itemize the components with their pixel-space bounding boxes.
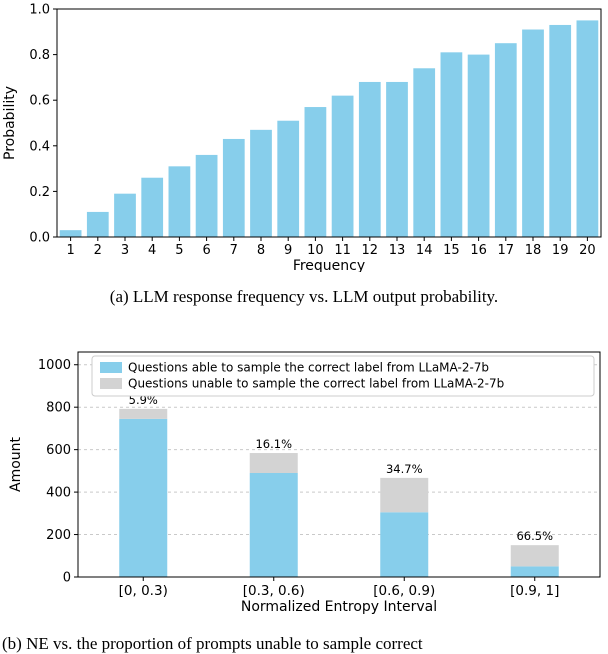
bar-percentage-label: 16.1% [255,437,292,451]
y-tick-label: 1.0 [29,3,50,18]
caption-a: (a) LLM response frequency vs. LLM outpu… [109,287,499,306]
y-tick-label: 0.8 [29,48,50,63]
y-tick-label: 0.2 [29,185,50,200]
probability-bar [549,24,572,238]
probability-bar [413,68,436,237]
stacked-bar-segment [510,566,559,577]
probability-bar [277,120,300,237]
probability-bar [222,138,245,237]
stacked-bar-segment [249,453,298,473]
y-tick-label: 800 [46,401,71,416]
x-tick-label: [0.6, 0.9) [373,583,435,599]
probability-bar [114,193,136,237]
legend-swatch [100,378,122,389]
x-axis-label: Normalized Entropy Interval [241,599,437,615]
x-tick-label: 7 [230,243,238,258]
x-axis-label: Frequency [293,258,365,272]
y-tick-label: 0.6 [29,94,50,109]
probability-bar [494,43,517,238]
x-tick-label: 16 [470,243,487,258]
x-tick-label: 4 [148,243,156,258]
probability-bar [168,166,191,237]
probability-bar [467,54,490,237]
x-tick-label: 13 [389,243,406,258]
x-tick-label: [0.3, 0.6) [243,583,305,599]
plot-frame [77,351,601,578]
stacked-bar-segment [510,545,559,567]
bar-percentage-label: 66.5% [516,529,553,543]
x-tick-label: 3 [121,243,129,258]
probability-bar [386,81,408,238]
y-tick-label: 0.0 [29,231,50,246]
y-tick-label: 0.4 [29,139,50,154]
probability-bar [304,107,327,237]
probability-bar [331,95,354,237]
entropy-amount-stacked-bar-chart: 5.9%[0, 0.3)16.1%[0.3, 0.6)34.7%[0.6, 0.… [8,351,601,615]
x-tick-label: 19 [552,243,569,258]
stacked-bar-segment [119,408,168,419]
x-tick-label: 15 [443,243,460,258]
x-tick-label: [0, 0.3) [119,583,168,599]
x-tick-label: 17 [498,243,515,258]
y-axis-label: Probability [2,86,18,160]
x-tick-label: 1 [66,243,74,258]
x-tick-label: 8 [257,243,265,258]
legend-swatch [100,362,122,373]
plot-frame [56,8,602,238]
y-axis-label: Amount [8,436,24,492]
x-tick-label: 2 [94,243,102,258]
probability-bar [358,81,381,238]
x-tick-label: 12 [362,243,379,258]
x-tick-label: [0.9, 1] [510,583,559,599]
x-tick-label: 6 [202,243,210,258]
caption-b: (b) NE vs. the proportion of prompts una… [2,634,423,653]
probability-bar [576,20,599,238]
probability-bar [250,129,272,237]
x-tick-label: 14 [416,243,433,258]
bar-percentage-label: 34.7% [386,462,423,476]
probability-bar [195,154,218,237]
x-tick-label: 9 [284,243,292,258]
probability-bar [59,230,82,237]
stacked-bar-segment [380,477,429,513]
legend-label: Questions able to sample the correct lab… [128,361,489,375]
y-tick-label: 200 [46,528,71,543]
legend-label: Questions unable to sample the correct l… [128,377,504,391]
stacked-bar-segment [119,418,168,577]
y-tick-label: 1000 [38,358,71,373]
x-tick-label: 5 [175,243,183,258]
x-tick-label: 18 [525,243,542,258]
y-tick-label: 600 [46,443,71,458]
frequency-probability-bar-chart: 0.00.20.40.60.81.01 2 3 4 5 6 7 8 9 10 11 12 13 14 15 1… [2,3,602,272]
stacked-bar-segment [380,512,429,577]
probability-bar [522,29,544,237]
x-tick-label: 10 [307,243,324,258]
x-tick-label: 11 [334,243,351,258]
stacked-bar-segment [249,472,298,577]
probability-bar [86,211,109,237]
legend-box [91,355,595,397]
x-tick-label: 20 [579,243,596,258]
probability-bar [141,177,164,237]
y-tick-label: 0 [63,571,71,586]
y-tick-label: 400 [46,486,71,501]
probability-bar [440,52,463,237]
